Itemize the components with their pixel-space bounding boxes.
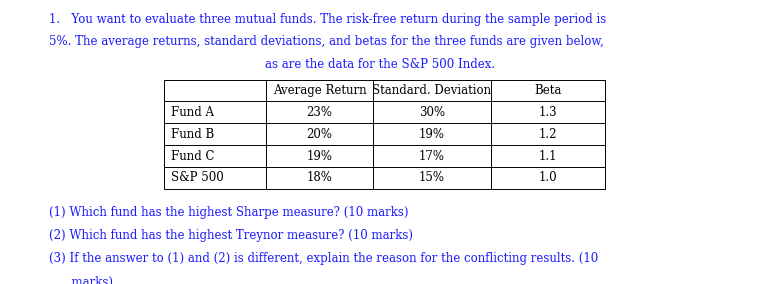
Text: marks): marks) xyxy=(49,276,113,284)
Text: Fund C: Fund C xyxy=(171,150,215,162)
Text: 20%: 20% xyxy=(307,128,333,141)
Text: (3) If the answer to (1) and (2) is different, explain the reason for the confli: (3) If the answer to (1) and (2) is diff… xyxy=(49,252,599,266)
Text: 5%. The average returns, standard deviations, and betas for the three funds are : 5%. The average returns, standard deviat… xyxy=(49,36,604,49)
Text: 19%: 19% xyxy=(419,128,445,141)
Text: Beta: Beta xyxy=(534,84,562,97)
Text: Standard. Deviation: Standard. Deviation xyxy=(372,84,492,97)
Text: Fund B: Fund B xyxy=(171,128,215,141)
Text: 17%: 17% xyxy=(419,150,445,162)
Text: (1) Which fund has the highest Sharpe measure? (10 marks): (1) Which fund has the highest Sharpe me… xyxy=(49,206,409,219)
Text: 18%: 18% xyxy=(307,172,333,184)
Bar xyxy=(164,80,605,189)
Text: 1.3: 1.3 xyxy=(539,106,557,119)
Text: 1.0: 1.0 xyxy=(539,172,557,184)
Text: 23%: 23% xyxy=(307,106,333,119)
Text: 19%: 19% xyxy=(307,150,333,162)
Text: 1.1: 1.1 xyxy=(539,150,557,162)
Text: 15%: 15% xyxy=(419,172,445,184)
Text: 1.   You want to evaluate three mutual funds. The risk-free return during the sa: 1. You want to evaluate three mutual fun… xyxy=(49,13,607,26)
Text: 1.2: 1.2 xyxy=(539,128,557,141)
Text: S&P 500: S&P 500 xyxy=(171,172,224,184)
Text: Fund A: Fund A xyxy=(171,106,215,119)
Text: (2) Which fund has the highest Treynor measure? (10 marks): (2) Which fund has the highest Treynor m… xyxy=(49,229,413,242)
Text: as are the data for the S&P 500 Index.: as are the data for the S&P 500 Index. xyxy=(266,58,495,71)
Text: 30%: 30% xyxy=(419,106,445,119)
Text: Average Return: Average Return xyxy=(272,84,367,97)
